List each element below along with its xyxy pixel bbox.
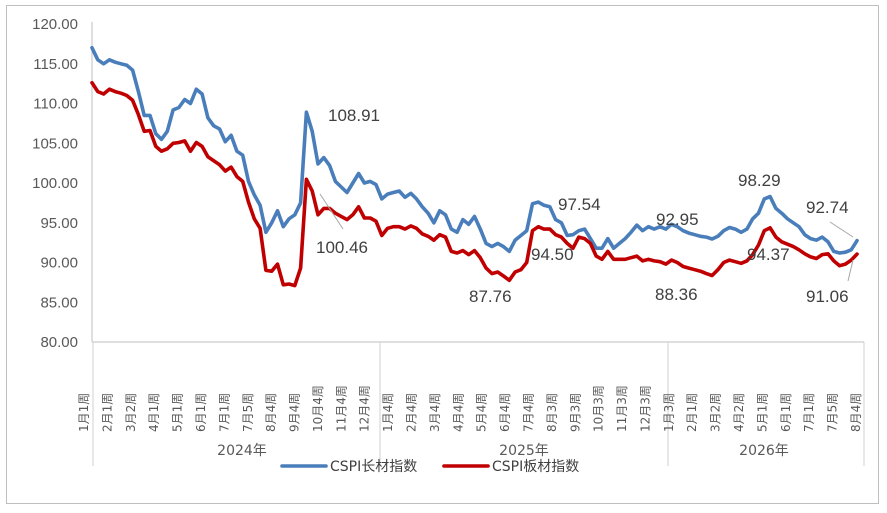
y-tick-label: 120.00 [32, 16, 78, 33]
data-label: 92.74 [806, 198, 849, 217]
x-tick-label: 11月4周 [334, 385, 348, 432]
y-tick-label: 80.00 [40, 334, 78, 351]
x-tick-label: 5月1周 [755, 393, 769, 432]
x-tick-label: 10月4周 [311, 385, 325, 432]
data-label: 100.46 [316, 238, 368, 257]
x-tick-label: 4月4周 [451, 393, 465, 432]
x-tick-label: 1月4周 [381, 393, 395, 432]
annotation-leader-line [319, 193, 344, 230]
y-tick-label: 85.00 [40, 294, 78, 311]
x-tick-label: 7月5周 [826, 393, 840, 432]
x-tick-label: 5月1周 [171, 393, 185, 432]
y-tick-label: 115.00 [33, 56, 78, 73]
data-label: 108.91 [328, 106, 380, 125]
x-tick-label: 7月1周 [802, 393, 816, 432]
x-tick-label: 7月1周 [217, 393, 231, 432]
y-tick-label: 100.00 [32, 175, 78, 192]
y-tick-label: 110.00 [33, 96, 78, 113]
x-tick-label: 8月3周 [545, 393, 559, 432]
x-tick-label: 2月4周 [405, 393, 419, 432]
data-label: 88.36 [655, 285, 698, 304]
x-tick-label: 8月4周 [849, 393, 863, 432]
annotation-leader-line [847, 259, 854, 282]
x-tick-label: 6月4周 [498, 393, 512, 432]
data-label: 91.06 [806, 287, 849, 306]
x-tick-label: 4月1周 [147, 393, 161, 432]
x-tick-label: 6月1周 [779, 393, 793, 432]
annotation-leader-line [829, 221, 854, 238]
year-label: 2025年 [499, 443, 549, 459]
x-tick-label: 7月5周 [241, 393, 255, 432]
data-label: 87.76 [469, 287, 512, 306]
x-tick-label: 12月3周 [638, 385, 652, 432]
data-label: 98.29 [738, 171, 781, 190]
x-tick-label: 7月4周 [521, 393, 535, 432]
x-tick-label: 10月3周 [592, 385, 606, 432]
x-tick-label: 5月4周 [475, 393, 489, 432]
data-label: 94.50 [531, 245, 574, 264]
year-label: 2024年 [217, 443, 267, 459]
series-line-flat-products [90, 81, 859, 288]
data-label: 92.95 [656, 210, 699, 229]
series-line-long-products [90, 45, 859, 255]
y-tick-label: 90.00 [40, 255, 78, 272]
x-tick-label: 1月3周 [662, 393, 676, 432]
y-tick-label: 95.00 [40, 215, 78, 232]
x-tick-label: 2月1周 [685, 393, 699, 432]
data-label: 97.54 [558, 195, 601, 214]
x-tick-label: 2月1周 [100, 393, 114, 432]
x-tick-label: 3月4周 [428, 393, 442, 432]
chart-frame [6, 5, 879, 504]
x-tick-label: 9月4周 [288, 393, 302, 432]
data-label: 94.37 [747, 245, 790, 264]
x-tick-label: 9月3周 [568, 393, 582, 432]
x-tick-label: 4月2周 [732, 393, 746, 432]
x-tick-label: 12月4周 [358, 385, 372, 432]
x-tick-label: 11月3周 [615, 385, 629, 432]
x-tick-label: 1月1周 [77, 393, 91, 432]
x-tick-label: 3月2周 [124, 393, 138, 432]
y-tick-label: 105.00 [32, 135, 78, 152]
legend-label: CSPI板材指数 [492, 459, 579, 475]
x-tick-label: 8月4周 [264, 393, 278, 432]
x-tick-label: 3月2周 [709, 393, 723, 432]
year-label: 2026年 [739, 443, 789, 459]
legend-label: CSPI长材指数 [330, 459, 417, 475]
x-tick-label: 6月1周 [194, 393, 208, 432]
